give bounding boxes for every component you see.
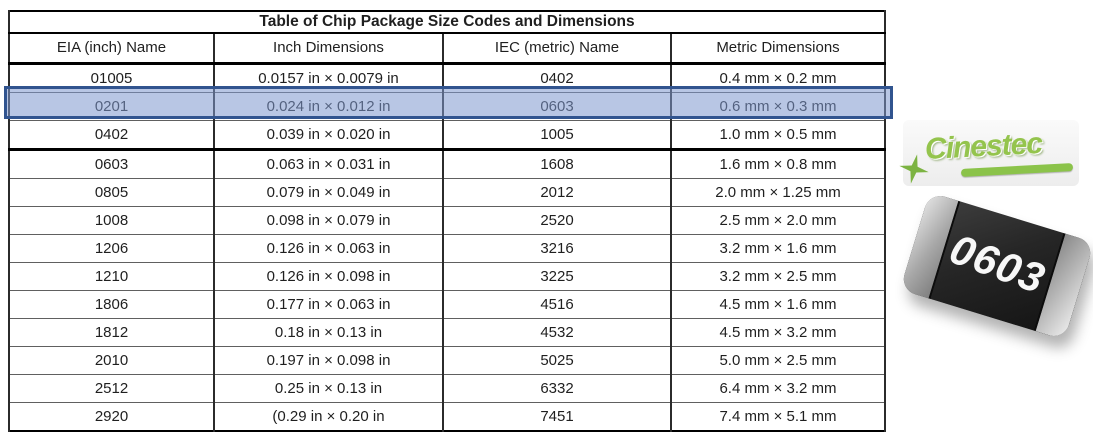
table-cell: 7451 — [442, 402, 672, 432]
table-cell: 6.4 mm × 3.2 mm — [670, 374, 886, 403]
table-row: 2010 0.197 in × 0.098 in 5025 5.0 mm × 2.5 … — [8, 346, 886, 375]
table-cell: 1210 — [8, 262, 215, 291]
column-header-iec-name: IEC (metric) Name — [442, 32, 672, 65]
table-cell: 1005 — [442, 120, 672, 151]
table-row: 0402 0.039 in × 0.020 in 1005 1.0 mm × 0.5 … — [8, 120, 886, 151]
table-cell: 3216 — [442, 234, 672, 263]
table-cell: 2012 — [442, 178, 672, 207]
table-cell: 4532 — [442, 318, 672, 347]
table-cell: 0.6 mm × 0.3 mm — [670, 92, 886, 121]
table-row: 0603 0.063 in × 0.031 in 1608 1.6 mm × 0.8 … — [8, 149, 886, 179]
column-header-eia-name: EIA (inch) Name — [8, 32, 215, 65]
table-cell: 01005 — [8, 63, 215, 93]
table-cell: 0.18 in × 0.13 in — [213, 318, 444, 347]
table-cell: 0402 — [8, 120, 215, 151]
logo-underline-bar — [960, 163, 1074, 177]
table-cell: 0603 — [8, 149, 215, 179]
table-row: 0805 0.079 in × 0.049 in 2012 2.0 mm × 1.25… — [8, 178, 886, 207]
table-cell: 3.2 mm × 1.6 mm — [670, 234, 886, 263]
table-cell: 2.0 mm × 1.25 mm — [670, 178, 886, 207]
table-row: 1008 0.098 in × 0.079 in 2520 2.5 mm × 2.0 … — [8, 206, 886, 235]
table-cell: 0.177 in × 0.063 in — [213, 290, 444, 319]
table-cell: 4.5 mm × 3.2 mm — [670, 318, 886, 347]
table-cell: 1806 — [8, 290, 215, 319]
table-cell: 1.6 mm × 0.8 mm — [670, 149, 886, 179]
table-row: 0201 0.024 in × 0.012 in 0603 0.6 mm × 0.3 … — [8, 92, 886, 121]
table-cell: 2.5 mm × 2.0 mm — [670, 206, 886, 235]
table-cell: (0.29 in × 0.20 in — [213, 402, 444, 432]
table-cell: 0.098 in × 0.079 in — [213, 206, 444, 235]
table-cell: 5.0 mm × 2.5 mm — [670, 346, 886, 375]
table-cell: 0.0157 in × 0.0079 in — [213, 63, 444, 93]
table-cell: 0201 — [8, 92, 215, 121]
table-row: 1210 0.126 in × 0.098 in 3225 3.2 mm × 2.5 … — [8, 262, 886, 291]
table-cell: 0.079 in × 0.049 in — [213, 178, 444, 207]
table-cell: 0.039 in × 0.020 in — [213, 120, 444, 151]
table-cell: 0.25 in × 0.13 in — [213, 374, 444, 403]
chip-photo: 0603 — [899, 192, 1093, 340]
table-cell: 1008 — [8, 206, 215, 235]
table-cell: 2010 — [8, 346, 215, 375]
table-cell: 0402 — [442, 63, 672, 93]
table-cell: 3.2 mm × 2.5 mm — [670, 262, 886, 291]
table-cell: 2512 — [8, 374, 215, 403]
column-header-metric-dims: Metric Dimensions — [670, 32, 886, 65]
table-row: 1206 0.126 in × 0.063 in 3216 3.2 mm × 1.6 … — [8, 234, 886, 263]
table-cell: 1812 — [8, 318, 215, 347]
chip-size-table: Table of Chip Package Size Codes and Dim… — [8, 10, 886, 432]
table-header-row: EIA (inch) Name Inch Dimensions IEC (met… — [8, 32, 886, 65]
table-row: 1812 0.18 in × 0.13 in 4532 4.5 mm × 3.2 mm — [8, 318, 886, 347]
table-row: 01005 0.0157 in × 0.0079 in 0402 0.4 mm × 0… — [8, 63, 886, 93]
table-cell: 7.4 mm × 5.1 mm — [670, 402, 886, 432]
table-cell: 4516 — [442, 290, 672, 319]
chip-label: 0603 — [943, 224, 1052, 303]
table-title: Table of Chip Package Size Codes and Dim… — [8, 10, 886, 34]
table-cell: 0805 — [8, 178, 215, 207]
table-cell: 0.126 in × 0.063 in — [213, 234, 444, 263]
table-row: 2512 0.25 in × 0.13 in 6332 6.4 mm × 3.2 mm — [8, 374, 886, 403]
table-cell: 3225 — [442, 262, 672, 291]
chip-body: 0603 — [899, 192, 1093, 340]
table-cell: 2920 — [8, 402, 215, 432]
company-logo: Cinestec — [903, 120, 1079, 186]
table-cell: 1.0 mm × 0.5 mm — [670, 120, 886, 151]
table-cell: 1608 — [442, 149, 672, 179]
table-row: 2920 (0.29 in × 0.20 in 7451 7.4 mm × 5.1 m… — [8, 402, 886, 432]
table-title-row: Table of Chip Package Size Codes and Dim… — [8, 10, 886, 34]
column-header-inch-dims: Inch Dimensions — [213, 32, 444, 65]
table-row: 1806 0.177 in × 0.063 in 4516 4.5 mm × 1.6 … — [8, 290, 886, 319]
table-cell: 0603 — [442, 92, 672, 121]
table-cell: 5025 — [442, 346, 672, 375]
table-cell: 4.5 mm × 1.6 mm — [670, 290, 886, 319]
table-cell: 6332 — [442, 374, 672, 403]
table-cell: 2520 — [442, 206, 672, 235]
table-cell: 0.063 in × 0.031 in — [213, 149, 444, 179]
table-cell: 0.197 in × 0.098 in — [213, 346, 444, 375]
table-cell: 0.4 mm × 0.2 mm — [670, 63, 886, 93]
logo-brand-text: Cinestec — [924, 126, 1043, 167]
table-cell: 1206 — [8, 234, 215, 263]
table-cell: 0.126 in × 0.098 in — [213, 262, 444, 291]
table-cell: 0.024 in × 0.012 in — [213, 92, 444, 121]
